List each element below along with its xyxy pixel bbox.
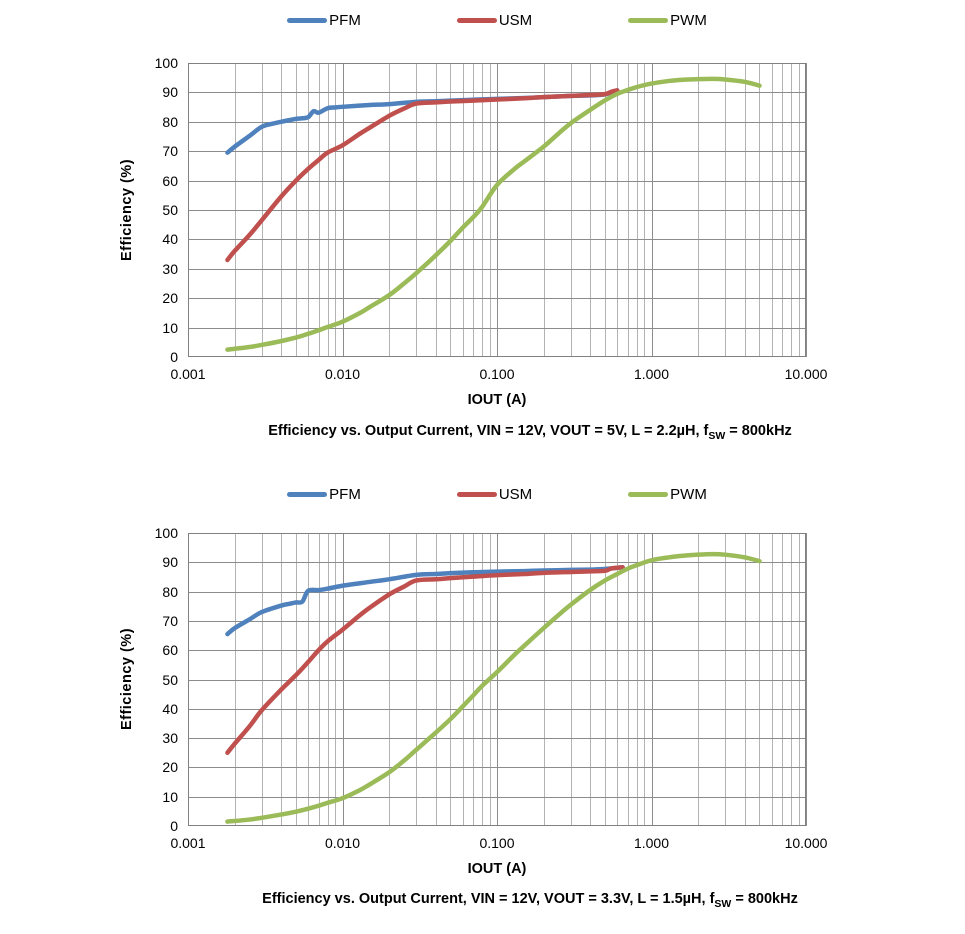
x-tick-label: 0.010 [324, 835, 361, 851]
legend-item-pfm: PFM [287, 487, 361, 502]
y-tick-label: 20 [162, 290, 178, 307]
y-tick-label: 40 [162, 231, 178, 248]
y-tick-label: 30 [162, 260, 178, 277]
caption-text: = 800kHz [725, 423, 792, 439]
legend-bottom-chart: PFM USM PWM [188, 482, 806, 506]
y-axis-title: Efficiency (%) [119, 627, 135, 731]
y-tick-label: 50 [162, 202, 178, 218]
x-tick-label: 1.000 [633, 835, 670, 851]
legend-item-pwm: PWM [628, 13, 707, 28]
y-tick-label: 50 [162, 671, 178, 688]
series-line-pfm [225, 88, 620, 155]
legend-label-pfm: PFM [329, 11, 361, 29]
caption-subscript: SW [714, 897, 732, 910]
y-tick-label: 70 [162, 612, 178, 629]
y-tick-label: 70 [162, 143, 178, 160]
legend-item-pwm: PWM [628, 487, 707, 502]
legend-label-usm: USM [498, 485, 533, 503]
pwm-line-swatch-icon [628, 17, 669, 23]
caption-subscript: SW [708, 429, 726, 442]
x-axis-title: IOUT (A) [467, 861, 527, 877]
legend-item-usm: USM [456, 485, 533, 503]
chart-caption: Efficiency vs. Output Current, VIN = 12V… [95, 891, 965, 910]
caption-text: = 800kHz [731, 891, 798, 907]
y-tick-label: 0 [170, 349, 178, 365]
chart-caption: Efficiency vs. Output Current, VIN = 12V… [95, 423, 965, 442]
legend-item-usm: USM [456, 11, 533, 29]
pfm-line-swatch-icon [287, 17, 328, 23]
legend-item-pfm: PFM [287, 13, 361, 28]
y-tick-label: 80 [162, 113, 178, 130]
x-tick-label: 10.000 [784, 366, 828, 382]
x-tick-label: 10.000 [784, 835, 828, 851]
pfm-line-swatch-icon [287, 491, 328, 497]
series-line-pwm [225, 76, 762, 352]
legend-label-usm: USM [498, 11, 533, 29]
x-tick-label: 0.001 [170, 835, 206, 851]
y-tick-label: 30 [162, 730, 178, 747]
x-tick-label: 0.001 [170, 366, 206, 382]
y-tick-label: 60 [162, 642, 178, 659]
x-axis-title: IOUT (A) [467, 392, 527, 408]
series-line-usm [225, 565, 625, 755]
x-tick-label: 0.100 [479, 835, 515, 851]
y-axis-title: Efficiency (%) [119, 158, 135, 262]
x-tick-label: 1.000 [633, 366, 670, 382]
caption-text: Efficiency vs. Output Current, VIN = 12V… [268, 423, 709, 439]
y-tick-label: 20 [162, 759, 178, 776]
caption-text: Efficiency vs. Output Current, VIN = 12V… [262, 891, 715, 907]
usm-line-swatch-icon [456, 17, 497, 23]
y-tick-label: 10 [162, 788, 178, 805]
x-tick-label: 0.100 [479, 366, 515, 382]
legend-label-pwm: PWM [670, 11, 707, 29]
y-tick-label: 100 [154, 525, 178, 541]
y-tick-label: 80 [162, 583, 178, 600]
y-tick-label: 90 [162, 84, 178, 101]
y-tick-label: 90 [162, 554, 178, 571]
y-tick-label: 60 [162, 172, 178, 189]
usm-line-swatch-icon [456, 491, 497, 497]
legend-label-pwm: PWM [670, 485, 707, 503]
pwm-line-swatch-icon [628, 491, 669, 497]
series-line-pwm [225, 551, 762, 824]
y-tick-label: 100 [154, 55, 178, 71]
y-tick-label: 0 [170, 818, 178, 834]
x-tick-label: 0.010 [324, 366, 361, 382]
legend-top-chart: PFM USM PWM [188, 8, 806, 32]
series-line-pfm [225, 565, 625, 637]
y-tick-label: 40 [162, 700, 178, 717]
y-tick-label: 10 [162, 319, 178, 336]
legend-label-pfm: PFM [329, 485, 361, 503]
series-line-usm [225, 88, 620, 263]
